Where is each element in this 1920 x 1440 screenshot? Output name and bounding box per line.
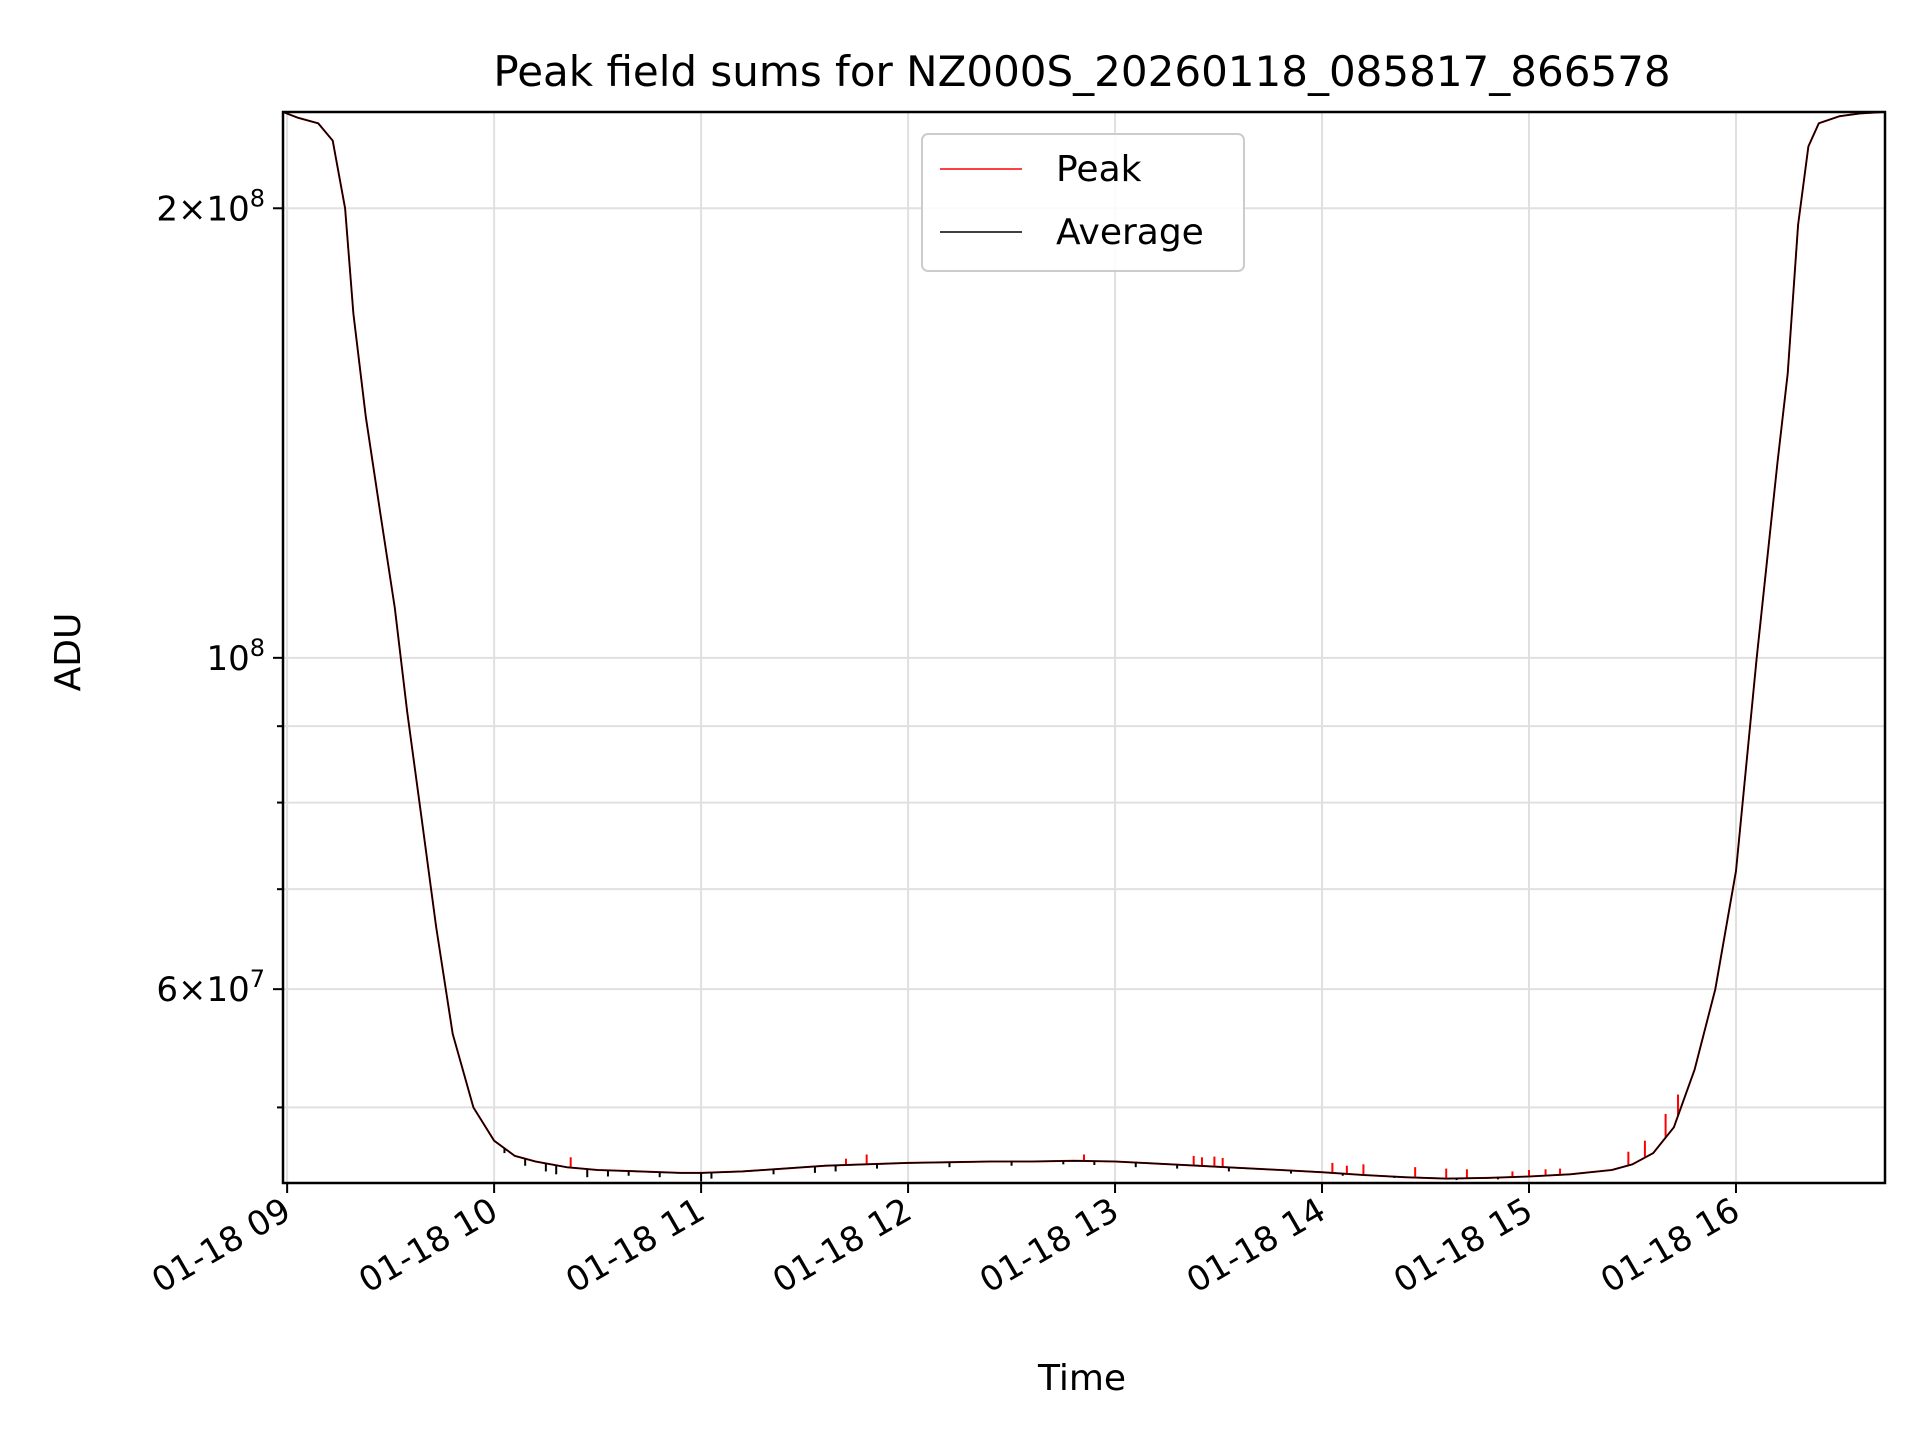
series-average xyxy=(282,111,1886,1182)
y-tick-label: 108 xyxy=(206,634,265,679)
series-layer xyxy=(282,111,1886,1182)
chart-title: Peak field sums for NZ000S_20260118_0858… xyxy=(493,47,1670,96)
plot-area-frame xyxy=(281,110,1887,1185)
legend-label-peak: Peak xyxy=(1056,149,1142,190)
y-axis: 6×107 108 2×108 xyxy=(156,184,283,1109)
legend: Peak Average xyxy=(921,133,1245,272)
series-line-average xyxy=(282,111,1886,1180)
y-axis-title: ADU xyxy=(48,613,89,692)
y-tick-label: 6×107 xyxy=(156,965,265,1010)
y-tick-label: 2×108 xyxy=(156,184,265,229)
legend-label-average: Average xyxy=(1056,212,1204,253)
x-axis-title: Time xyxy=(1037,1358,1126,1399)
